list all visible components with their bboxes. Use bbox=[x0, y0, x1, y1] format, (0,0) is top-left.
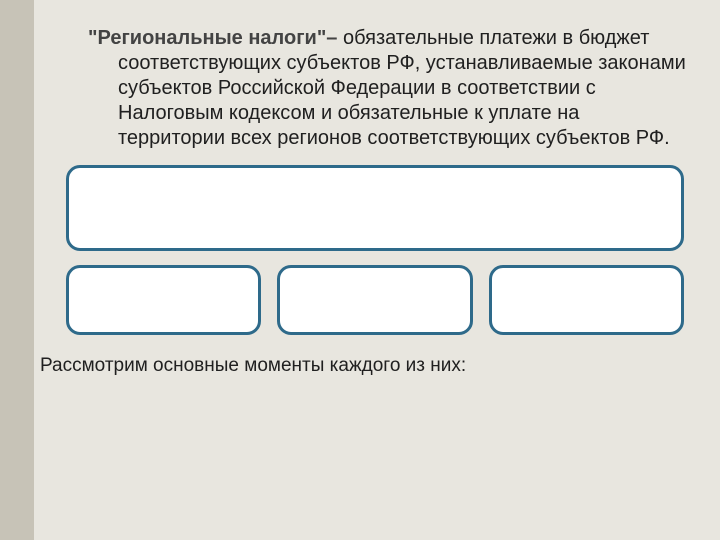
slide-content: "Региональные налоги"– обязательные плат… bbox=[58, 26, 688, 377]
term-title: "Региональные налоги"– bbox=[88, 27, 343, 49]
diagram-small-box bbox=[277, 265, 472, 335]
diagram-small-box bbox=[489, 265, 684, 335]
diagram-small-box bbox=[66, 265, 261, 335]
diagram-top-box bbox=[66, 165, 684, 251]
diagram-bottom-row bbox=[66, 265, 684, 335]
footer-line: Рассмотрим основные моменты каждого из н… bbox=[40, 355, 688, 377]
definition-paragraph: "Региональные налоги"– обязательные плат… bbox=[58, 26, 688, 151]
left-accent-bar bbox=[0, 0, 34, 540]
